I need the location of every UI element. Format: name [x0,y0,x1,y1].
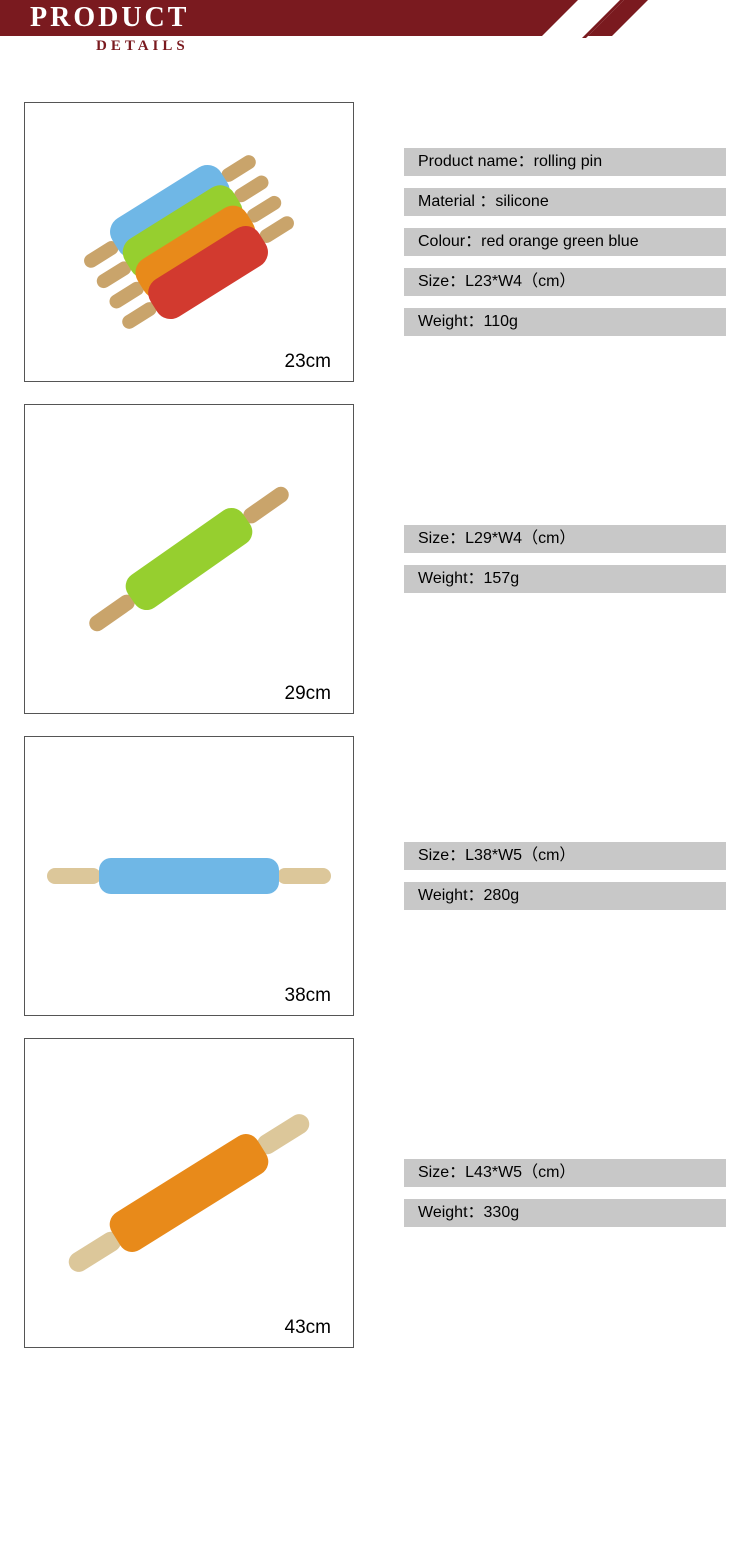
spec-bar: Colour：red orange green blue [404,228,726,256]
spec-bar: Size：L29*W4（cm） [404,525,726,553]
spec-bars: Size：L43*W5（cm） Weight：330g [404,1159,726,1227]
spec-bar: Weight：280g [404,882,726,910]
spec-bar: Size：L43*W5（cm） [404,1159,726,1187]
spec-bars: Size：L29*W4（cm） Weight：157g [404,525,726,593]
thumb-caption: 23cm [285,351,331,373]
spec-bar: Weight：157g [404,565,726,593]
rolling-pin-multi-icon [59,142,319,342]
spec-bar: Weight：110g [404,308,726,336]
header-subtitle: DETAILS [96,38,189,55]
spec-bar: Weight：330g [404,1199,726,1227]
product-row: 29cm Size：L29*W4（cm） Weight：157g [0,404,750,714]
spec-bar: Material ：silicone [404,188,726,216]
rolling-pin-blue-icon [39,836,339,916]
spec-bars: Product name：rolling pin Material ：silic… [404,148,726,336]
header-title: PRODUCT [30,0,189,36]
product-row: 43cm Size：L43*W5（cm） Weight：330g [0,1038,750,1348]
thumb-caption: 43cm [285,1317,331,1339]
spec-bars: Size：L38*W5（cm） Weight：280g [404,842,726,910]
product-thumb: 29cm [24,404,354,714]
header-banner: PRODUCT DETAILS [0,0,750,62]
rolling-pin-green-icon [49,449,329,669]
spec-bar: Product name：rolling pin [404,148,726,176]
thumb-caption: 29cm [285,683,331,705]
product-thumb: 38cm [24,736,354,1016]
spec-bar: Size：L38*W5（cm） [404,842,726,870]
product-row: 38cm Size：L38*W5（cm） Weight：280g [0,736,750,1016]
product-thumb: 43cm [24,1038,354,1348]
thumb-caption: 38cm [285,985,331,1007]
rolling-pin-orange-icon [39,1073,339,1313]
spec-bar: Size：L23*W4（cm） [404,268,726,296]
product-row: 23cm Product name：rolling pin Material ：… [0,102,750,382]
product-thumb: 23cm [24,102,354,382]
